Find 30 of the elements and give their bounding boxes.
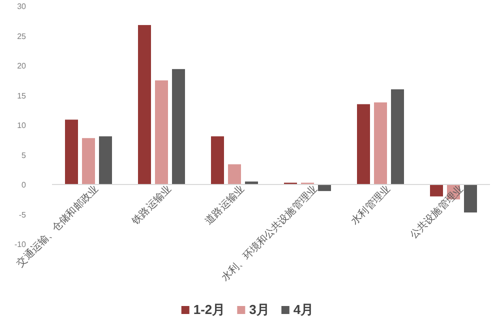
y-tick-label: 15 [17,91,27,100]
bar [172,69,185,184]
bar [374,102,387,184]
y-tick-label: -5 [18,210,27,220]
bar [430,184,443,196]
bar [211,136,224,184]
x-tick-label: 水利管理业 [348,183,393,227]
x-tick-label: 铁路运输业 [129,183,174,228]
bar [138,25,151,184]
bar [99,136,112,184]
bar [228,164,241,184]
bar [318,184,331,192]
bar [464,184,477,212]
y-tick-label: 5 [22,150,27,160]
y-tick-label: 20 [17,62,27,70]
y-tick-label: -10 [14,240,27,249]
legend-label: 1-2月 [193,302,226,317]
bar [65,120,78,184]
bar [155,80,168,184]
y-tick-label: 0 [22,180,27,190]
y-tick-label: 25 [17,32,27,41]
bar [391,89,404,184]
x-tick-label: 公共设施管理业 [408,183,466,242]
x-tick-label: 道路运输业 [202,183,247,227]
bar [82,138,95,184]
y-tick-label: 30 [17,2,27,11]
bar [357,104,370,184]
legend-label: 4月 [293,302,314,317]
y-tick-label: 10 [17,121,27,130]
legend-label: 3月 [249,302,270,317]
